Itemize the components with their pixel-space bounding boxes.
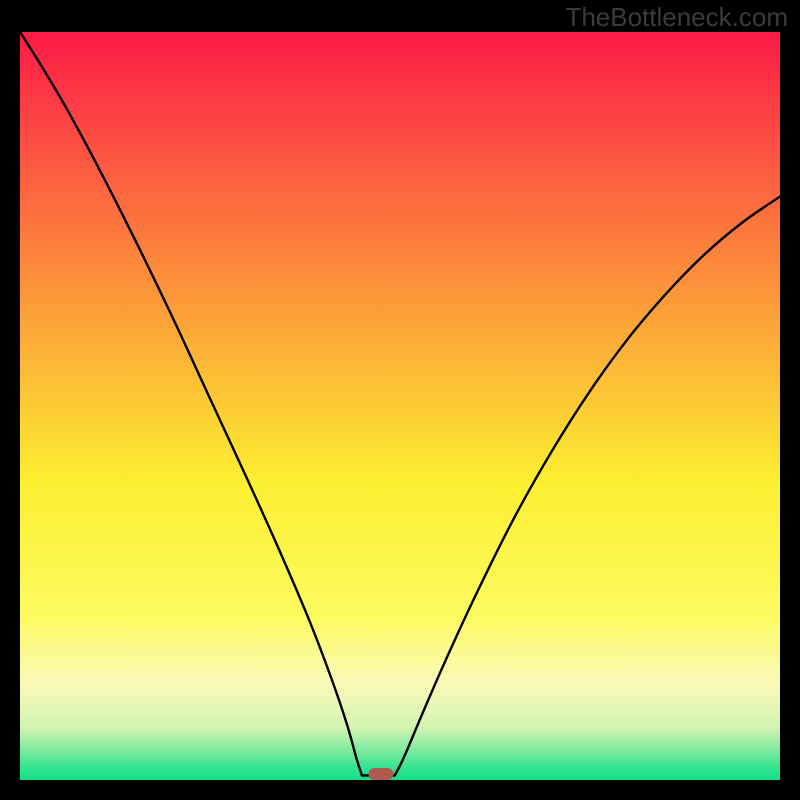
curve-svg xyxy=(20,32,780,780)
chart-container: { "canvas": { "width": 800, "height": 80… xyxy=(0,0,800,800)
minimum-marker xyxy=(368,768,393,780)
performance-curve xyxy=(20,32,780,776)
watermark-text: TheBottleneck.com xyxy=(565,2,788,33)
plot-area xyxy=(20,32,780,780)
